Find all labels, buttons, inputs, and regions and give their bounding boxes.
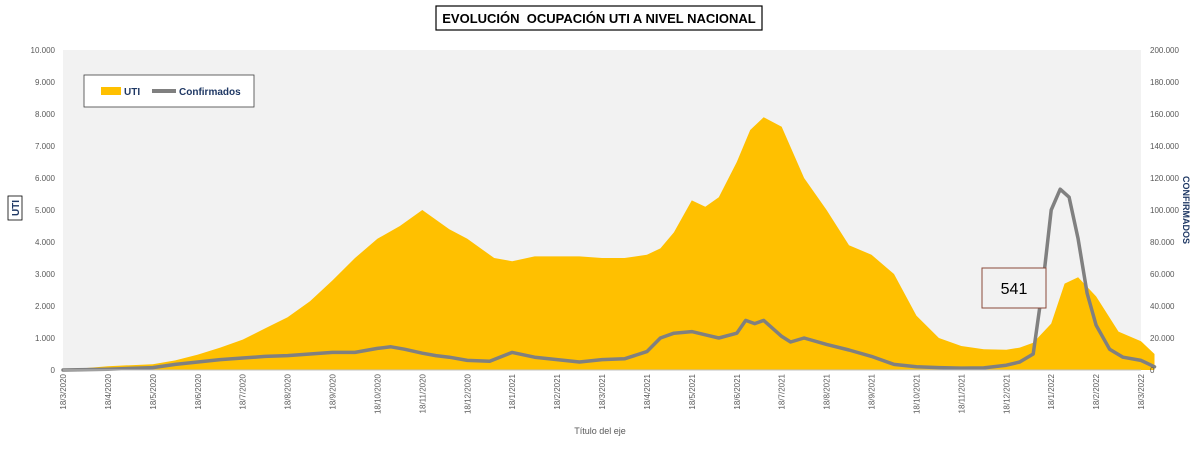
- x-tick-label: 18/6/2021: [733, 373, 742, 409]
- right-tick-label: 20.000: [1150, 334, 1175, 343]
- x-tick-label: 18/12/2020: [463, 373, 472, 414]
- left-axis-ticks: 0 1.000 2.000 3.000 4.000 5.000 6.000 7.000 8.00…: [31, 46, 56, 375]
- x-tick-label: 18/11/2020: [418, 373, 427, 413]
- left-tick-label: 7.000: [35, 142, 56, 151]
- annotation-box: 541: [981, 267, 1047, 309]
- x-tick-label: 18/11/2021: [957, 373, 966, 413]
- series-uti-area: [63, 117, 1155, 370]
- x-tick-label: 18/7/2020: [239, 373, 248, 409]
- left-tick-label: 5.000: [35, 206, 56, 215]
- right-tick-label: 180.000: [1150, 78, 1179, 87]
- x-tick-label: 18/9/2021: [868, 373, 877, 409]
- left-tick-label: 0: [51, 366, 56, 375]
- x-tick-label: 18/1/2021: [508, 373, 517, 409]
- right-tick-label: 0: [1150, 366, 1155, 375]
- left-axis-label: UTI: [7, 195, 23, 221]
- x-axis-title: Título del eje: [574, 426, 626, 436]
- chart-title-box: EVOLUCIÓN OCUPACIÓN UTI A NIVEL NACIONAL: [435, 5, 763, 31]
- x-tick-label: 18/8/2020: [284, 373, 293, 409]
- x-tick-label: 18/12/2021: [1002, 373, 1011, 414]
- x-tick-label: 18/5/2021: [688, 373, 697, 409]
- annotation-label: 541: [1001, 281, 1028, 298]
- left-tick-label: 1.000: [35, 334, 56, 343]
- right-tick-label: 160.000: [1150, 110, 1179, 119]
- left-tick-label: 2.000: [35, 302, 56, 311]
- legend: UTI Confirmados: [83, 74, 255, 108]
- chart-title: EVOLUCIÓN OCUPACIÓN UTI A NIVEL NACIONAL: [442, 11, 756, 26]
- x-tick-label: 18/5/2020: [149, 373, 158, 409]
- left-tick-label: 8.000: [35, 110, 56, 119]
- right-axis-ticks: 0 20.000 40.000 60.000 80.000 100.000 120.000 1…: [1150, 46, 1179, 375]
- left-tick-label: 10.000: [31, 46, 56, 55]
- right-tick-label: 80.000: [1150, 238, 1175, 247]
- x-tick-label: 18/9/2020: [329, 373, 338, 409]
- x-tick-label: 18/3/2022: [1137, 373, 1146, 409]
- right-tick-label: 40.000: [1150, 302, 1175, 311]
- x-tick-label: 18/3/2020: [59, 373, 68, 409]
- x-tick-label: 18/4/2020: [104, 373, 113, 409]
- right-tick-label: 60.000: [1150, 270, 1175, 279]
- x-tick-label: 18/6/2020: [194, 373, 203, 409]
- left-tick-label: 9.000: [35, 78, 56, 87]
- x-tick-label: 18/1/2022: [1047, 373, 1056, 409]
- legend-confirmados-label: Confirmados: [179, 87, 241, 98]
- x-tick-label: 18/7/2021: [778, 373, 787, 409]
- left-axis-title: UTI: [11, 200, 22, 216]
- right-tick-label: 200.000: [1150, 46, 1179, 55]
- x-tick-label: 18/3/2021: [598, 373, 607, 409]
- left-tick-label: 3.000: [35, 270, 56, 279]
- x-tick-label: 18/8/2021: [823, 373, 832, 409]
- left-tick-label: 6.000: [35, 174, 56, 183]
- x-tick-label: 18/10/2021: [912, 373, 921, 414]
- x-tick-label: 18/10/2020: [373, 373, 382, 414]
- right-tick-label: 140.000: [1150, 142, 1179, 151]
- x-tick-label: 18/4/2021: [643, 373, 652, 409]
- x-axis-ticks: 18/3/2020 18/4/2020 18/5/2020 18/6/2020 18/7…: [59, 369, 1146, 414]
- right-tick-label: 120.000: [1150, 174, 1179, 183]
- right-tick-label: 100.000: [1150, 206, 1179, 215]
- right-axis-title: CONFIRMADOS: [1181, 176, 1191, 244]
- legend-uti-swatch: [101, 87, 121, 95]
- legend-uti-label: UTI: [124, 87, 140, 98]
- x-tick-label: 18/2/2021: [553, 373, 562, 409]
- x-tick-label: 18/2/2022: [1092, 373, 1101, 409]
- left-tick-label: 4.000: [35, 238, 56, 247]
